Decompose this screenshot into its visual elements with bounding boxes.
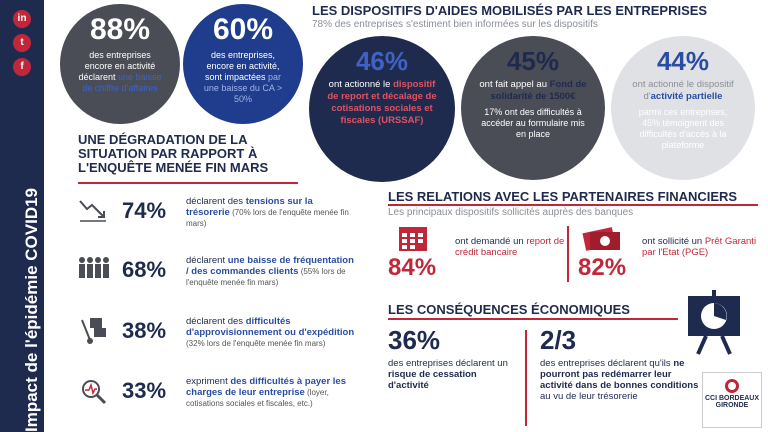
presentation-chart-icon — [688, 290, 740, 355]
circle-text: ont actionné le dispositif de report et … — [327, 79, 437, 126]
hand-truck-icon — [81, 318, 106, 344]
money-icon — [582, 227, 620, 251]
consequence-text: des entreprises déclarent un risque de c… — [388, 358, 508, 391]
consequence-pct: 36% — [388, 325, 441, 355]
degradation-text: déclarent des tensions sur la trésorerie… — [186, 196, 349, 228]
circle-note: parmi ces entreprises, 45% témoignent de… — [638, 107, 728, 150]
trend-down-icon — [79, 200, 106, 222]
divider — [525, 330, 527, 426]
partner-pct: 82% — [578, 254, 627, 281]
logo-line2: GIRONDE — [715, 402, 749, 409]
aide-circle-fonds: 45% ont fait appel au Fond de solidarité… — [461, 36, 605, 180]
divider — [388, 318, 678, 320]
people-icon — [79, 257, 109, 278]
divider — [78, 182, 298, 184]
circle-pct: 88% — [89, 13, 151, 46]
aides-subtitle: 78% des entreprises s'estiment bien info… — [312, 19, 598, 30]
degradation-text: expriment des difficultés à payer les ch… — [186, 376, 346, 408]
circle-text: des entreprises, encore en activité, son… — [203, 50, 283, 104]
circle-note: 17% ont des difficultés à accéder au for… — [481, 107, 585, 139]
cci-logo[interactable]: CCI BORDEAUX GIRONDE — [702, 372, 762, 428]
divider — [567, 226, 569, 282]
partner-text: ont demandé un report de crédit bancaire — [455, 236, 565, 258]
twitter-icon[interactable]: t — [13, 34, 31, 52]
partenaires-title: LES RELATIONS AVEC LES PARTENAIRES FINAN… — [388, 189, 738, 204]
facebook-icon[interactable]: f — [13, 58, 31, 76]
degradation-title: UNE DÉGRADATION DE LA SITUATION PAR RAPP… — [78, 132, 269, 175]
circle-text: ont actionné le dispositif d'activité pa… — [632, 79, 734, 102]
circle-pct: 46% — [355, 46, 409, 76]
degradation-pct: 33% — [122, 378, 167, 403]
linkedin-icon[interactable]: in — [13, 10, 31, 28]
degradation-pct: 74% — [122, 198, 167, 223]
consequence-pct: 2/3 — [540, 325, 577, 355]
aides-title: LES DISPOSITIFS D'AIDES MOBILISÉS PAR LE… — [312, 3, 708, 18]
magnifier-icon — [82, 380, 107, 405]
title-line2: sur les entreprises girondines — [41, 189, 60, 432]
logo-mark-icon — [725, 379, 739, 393]
calendar-icon — [399, 227, 427, 251]
title-line1: Impact de l'épidémie COVID19 — [22, 187, 41, 432]
degradation-pct: 38% — [122, 318, 167, 343]
consequence-text: des entreprises déclarent qu'ils ne pour… — [540, 358, 699, 402]
stat-circle-ca: 88% des entreprises encore en activité d… — [60, 4, 180, 124]
partner-pct: 84% — [388, 254, 437, 281]
partenaires-subtitle: Les principaux dispositifs sollicités au… — [388, 207, 634, 218]
divider — [388, 204, 758, 206]
circle-pct: 44% — [656, 46, 710, 76]
circle-pct: 45% — [506, 46, 560, 76]
stat-circle-ca50: 60% des entreprises, encore en activité,… — [183, 4, 303, 124]
degradation-pct: 68% — [122, 257, 167, 282]
circle-pct: 60% — [212, 13, 274, 46]
aide-circle-partielle: 44% ont actionné le dispositif d'activit… — [611, 36, 755, 180]
degradation-text: déclarent une baisse de fréquentation / … — [186, 255, 354, 287]
aide-circle-urssaf: 46% ont actionné le dispositif de report… — [309, 36, 455, 182]
degradation-text: déclarent des difficultés d'approvisionn… — [186, 316, 355, 348]
date-label: Jeudi 16 avril · Bordeaux — [62, 343, 71, 432]
circle-text: des entreprises encore en activité décla… — [78, 50, 162, 93]
logo-line1: CCI BORDEAUX — [704, 395, 760, 402]
sidebar-title: Impact de l'épidémie COVID19 sur les ent… — [22, 188, 71, 432]
partner-text: ont sollicité un Prêt Garanti par l'Etat… — [642, 236, 757, 258]
consequences-title: LES CONSÉQUENCES ÉCONOMIQUES — [388, 302, 630, 317]
circle-text: ont fait appel au Fond de solidarité de … — [479, 79, 587, 102]
